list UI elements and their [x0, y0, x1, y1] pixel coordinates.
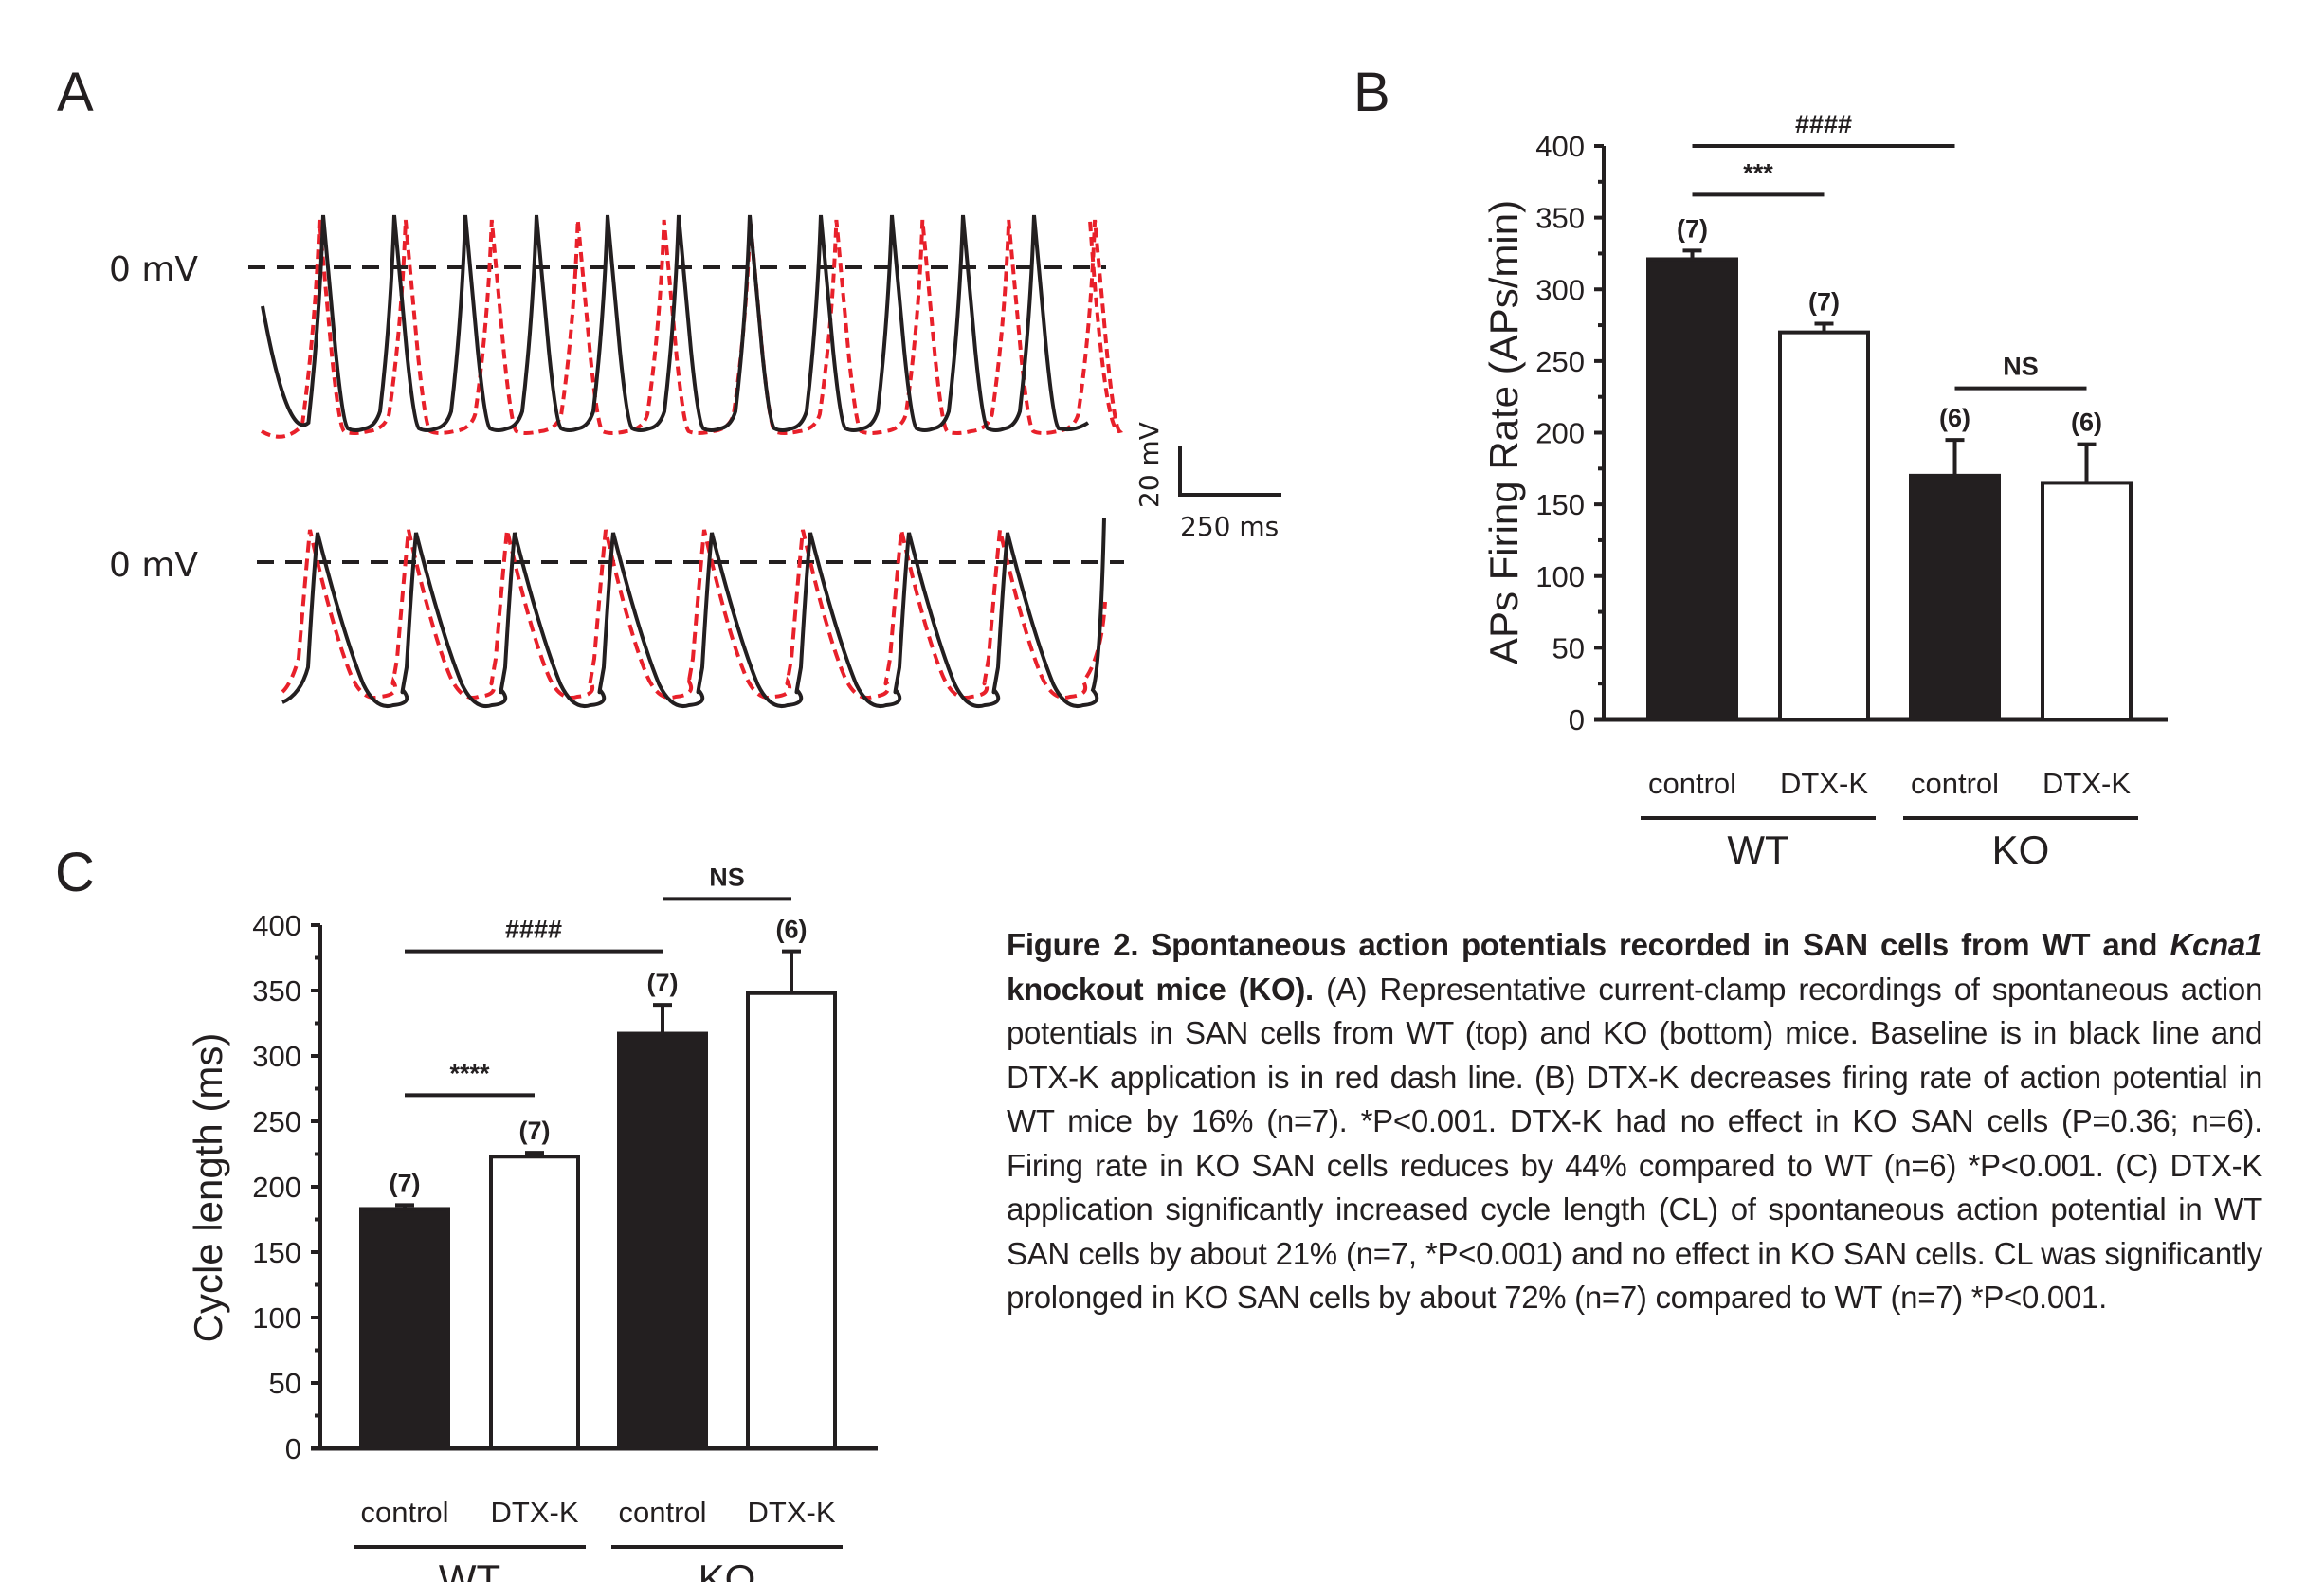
scale-bar-lines: [1178, 446, 1281, 497]
panel-b-category-label: DTX-K: [1780, 767, 1868, 800]
panel-b-group-label-wt: WT: [1727, 827, 1788, 872]
panel-b-y-tick-label: 250: [1535, 345, 1585, 378]
caption-title: Figure 2. Spontaneous action potentials …: [1007, 927, 2170, 962]
panel-c-letter: C: [55, 842, 95, 903]
panel-b-n-label: (7): [1808, 288, 1840, 317]
figure-caption: Figure 2. Spontaneous action potentials …: [1007, 923, 2262, 1320]
panel-b-significance-label: ***: [1743, 158, 1773, 187]
panel-b-bar-3: [1909, 473, 2001, 721]
top-zero-mv-label: 0 mV: [109, 250, 198, 289]
panel-b-category-label: control: [1911, 767, 1999, 800]
bottom-baseline-black-trace: [281, 517, 1106, 708]
scale-bar: 20 mV 250 ms: [1134, 422, 1281, 542]
panel-c-category-label: DTX-K: [491, 1496, 579, 1529]
panel-c-significance-label: ****: [449, 1059, 490, 1087]
panel-c-significance-label: NS: [709, 863, 745, 891]
panel-c-y-axis-title: Cycle length (ms): [186, 1033, 230, 1343]
panel-b-y-axis-title: APs Firing Rate (APs/min): [1481, 200, 1526, 664]
panel-c-group-label-ko: KO: [699, 1556, 756, 1582]
panel-b-n-label: (6): [1939, 404, 1970, 432]
top-traces: [260, 214, 1124, 439]
panel-c-category-label: control: [360, 1496, 448, 1529]
panel-b-n-label: (7): [1677, 214, 1708, 243]
panel-b-category-label: control: [1648, 767, 1736, 800]
bottom-zero-mv-label: 0 mV: [109, 546, 198, 585]
panel-b-y-tick-label: 350: [1535, 202, 1585, 235]
scale-bar-time-label: 250 ms: [1180, 511, 1279, 542]
panel-c-chart: C Cycle length (ms) 0 50 100 150 200 250 300 35…: [55, 842, 878, 1582]
panel-c-y-tick-label: 350: [252, 974, 301, 1008]
panel-c-bar-1: [359, 1207, 450, 1450]
panel-a: A 0 mV 0 mV 20 mV 250 ms: [57, 62, 1281, 708]
panel-c-n-label: (7): [519, 1117, 551, 1145]
top-baseline-black-trace: [261, 214, 1090, 432]
panel-b-group-label-ko: KO: [1992, 827, 2050, 872]
panel-b-y-tick-label: 50: [1552, 631, 1585, 664]
panel-c-y-tick-label: 0: [285, 1432, 301, 1465]
panel-b-bar-2: [1778, 330, 1870, 721]
panel-b-n-label: (6): [2071, 409, 2102, 437]
panel-b-y-tick-label: 400: [1535, 130, 1585, 163]
panel-b-y-tick-label: 300: [1535, 273, 1585, 306]
caption-title-end: knockout mice (KO).: [1007, 971, 1314, 1007]
panel-b-significance-label: NS: [2003, 353, 2039, 381]
panel-c-category-label: control: [618, 1496, 706, 1529]
scale-bar-voltage-label: 20 mV: [1134, 422, 1165, 508]
panel-c-bar-3: [617, 1031, 708, 1451]
top-dtx-k-red-dashed-trace: [260, 219, 1124, 439]
panel-c-n-label: (6): [776, 916, 808, 944]
panel-b-y-tick-label: 0: [1569, 703, 1585, 736]
panel-c-y-tick-label: 150: [252, 1236, 301, 1269]
panel-b-category-label: DTX-K: [2043, 767, 2131, 800]
panel-c-y-tick-label: 50: [269, 1367, 301, 1400]
panel-c-bar-2: [489, 1155, 580, 1450]
panel-b-significance-label: ####: [1795, 110, 1852, 138]
panel-c-y-tick-label: 100: [252, 1301, 301, 1335]
panel-c-significance-label: ####: [505, 916, 562, 944]
caption-body: (A) Representative current-clamp recordi…: [1007, 971, 2262, 1316]
panel-b-letter: B: [1353, 62, 1390, 123]
panel-c-category-label: DTX-K: [748, 1496, 836, 1529]
panel-c-y-tick-label: 200: [252, 1171, 301, 1204]
panel-c-y-tick-label: 300: [252, 1040, 301, 1073]
caption-gene-name: Kcna1: [2170, 927, 2262, 962]
panel-c-y-tick-label: 250: [252, 1105, 301, 1138]
panel-b-y-tick-label: 150: [1535, 488, 1585, 521]
panel-b-chart: B APs Firing Rate (APs/min) 0 50 100 150 200…: [1353, 62, 2168, 872]
panel-c-y-tick-label: 400: [252, 909, 301, 942]
panel-c-bar-4: [746, 991, 837, 1450]
panel-b-y-tick-label: 100: [1535, 560, 1585, 593]
panel-c-n-label: (7): [647, 969, 679, 997]
panel-c-n-label: (7): [390, 1169, 421, 1197]
bottom-traces: [281, 517, 1107, 708]
panel-b-bar-4: [2041, 481, 2133, 721]
panel-c-group-label-wt: WT: [439, 1556, 500, 1582]
panel-b-y-tick-label: 200: [1535, 417, 1585, 450]
panel-a-letter: A: [57, 62, 94, 123]
bottom-dtx-k-red-dashed-trace: [281, 529, 1107, 700]
panel-b-bar-1: [1646, 257, 1738, 721]
